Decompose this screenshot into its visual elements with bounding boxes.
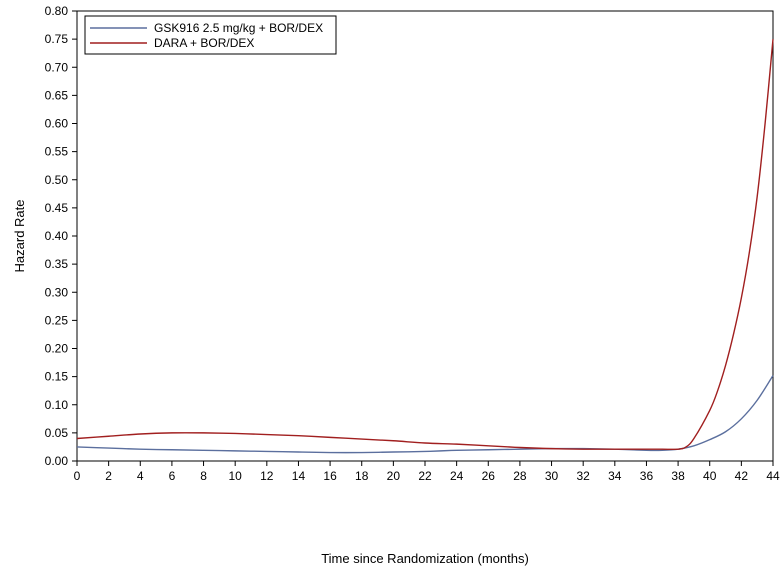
x-tick-label: 20 — [387, 469, 401, 483]
y-tick-label: 0.40 — [45, 229, 69, 243]
x-tick-label: 10 — [229, 469, 243, 483]
y-tick-label: 0.70 — [45, 60, 69, 74]
x-tick-label: 26 — [482, 469, 496, 483]
y-axis-title: Hazard Rate — [12, 200, 27, 273]
legend-label-2: DARA + BOR/DEX — [154, 36, 254, 50]
x-tick-label: 12 — [260, 469, 274, 483]
y-tick-label: 0.20 — [45, 342, 69, 356]
y-tick-label: 0.80 — [45, 4, 69, 18]
plot-frame — [76, 10, 774, 462]
series-line-2 — [76, 39, 774, 451]
series-lines — [76, 39, 774, 454]
legend-box — [84, 15, 337, 55]
x-tick-label: 0 — [74, 469, 81, 483]
x-tick-label: 24 — [450, 469, 464, 483]
y-tick-label: 0.10 — [45, 398, 69, 412]
x-tick-label: 38 — [671, 469, 685, 483]
x-tick-label: 14 — [292, 469, 306, 483]
y-tick-label: 0.55 — [45, 145, 69, 159]
y-tick-label: 0.05 — [45, 426, 69, 440]
y-tick-label: 0.35 — [45, 257, 69, 271]
x-tick-label: 40 — [703, 469, 717, 483]
y-tick-label: 0.50 — [45, 173, 69, 187]
x-tick-label: 42 — [735, 469, 749, 483]
y-tick-label: 0.65 — [45, 88, 69, 102]
x-tick-label: 4 — [137, 469, 144, 483]
x-tick-label: 28 — [513, 469, 527, 483]
x-tick-label: 18 — [355, 469, 369, 483]
y-tick-label: 0.25 — [45, 313, 69, 327]
x-tick-label: 34 — [608, 469, 622, 483]
x-tick-label: 32 — [577, 469, 591, 483]
y-tick-label: 0.30 — [45, 285, 69, 299]
x-axis-title: Time since Randomization (months) — [321, 551, 529, 566]
x-tick-label: 30 — [545, 469, 559, 483]
x-tick-label: 8 — [200, 469, 207, 483]
x-tick-label: 2 — [105, 469, 112, 483]
legend-label-1: GSK916 2.5 mg/kg + BOR/DEX — [154, 21, 323, 35]
axes: 0 2 4 6 8 10 12 14 16 18 20 22 24 26 28 30 32 34 36 38 40 42 4… — [45, 4, 780, 483]
x-tick-label: 16 — [323, 469, 337, 483]
x-tick-label: 6 — [169, 469, 176, 483]
y-tick-label: 0.60 — [45, 117, 69, 131]
x-tick-label: 44 — [766, 469, 780, 483]
x-tick-label: 22 — [418, 469, 432, 483]
y-tick-label: 0.75 — [45, 32, 69, 46]
y-tick-label: 0.00 — [45, 454, 69, 468]
series-line-1 — [76, 375, 774, 454]
y-tick-label: 0.45 — [45, 201, 69, 215]
y-tick-label: 0.15 — [45, 370, 69, 384]
x-tick-label: 36 — [640, 469, 654, 483]
